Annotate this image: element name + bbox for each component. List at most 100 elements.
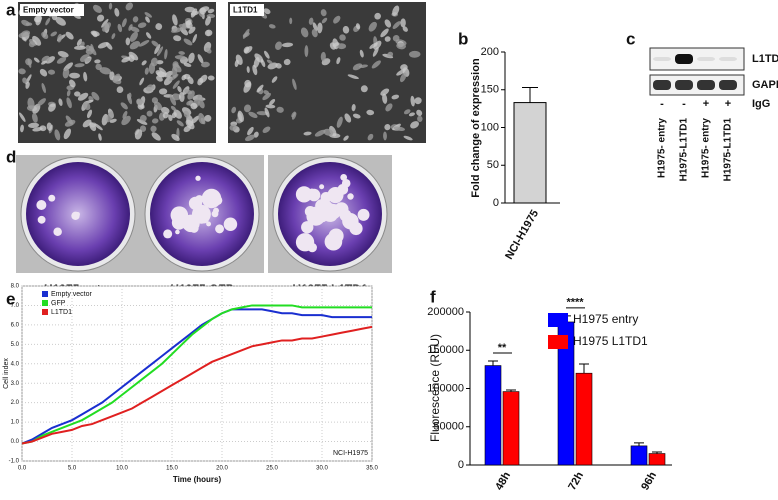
significance-label: **** [566, 297, 584, 309]
cell [229, 123, 237, 131]
cell [183, 125, 191, 133]
cell [27, 58, 32, 68]
cell [90, 43, 95, 52]
y-tick-label: 200000 [427, 306, 464, 318]
cell [171, 27, 183, 33]
cell [185, 20, 193, 29]
cell [50, 31, 57, 37]
blot-band [675, 54, 693, 64]
plate-clear-area [48, 194, 56, 202]
series-line [21, 325, 373, 445]
cell [347, 74, 359, 80]
cell [256, 84, 264, 93]
cell [183, 62, 192, 67]
plate-clear-area [301, 221, 314, 234]
plate-clear-area [295, 186, 313, 203]
cell [243, 104, 252, 113]
cell [109, 118, 117, 123]
blot-band [697, 80, 715, 90]
cell [205, 47, 212, 54]
cell [105, 42, 113, 50]
cell [253, 131, 259, 138]
blot-band [653, 80, 671, 90]
cell [136, 98, 143, 106]
cell [300, 27, 309, 38]
plate-clear-area [195, 175, 201, 181]
cell [245, 134, 255, 142]
cell [323, 128, 334, 136]
cell [83, 101, 91, 111]
cell [231, 106, 237, 114]
cell [237, 110, 244, 122]
panel-label: a [6, 0, 16, 19]
cell [333, 15, 341, 24]
band-label: L1TD1 [752, 53, 778, 65]
x-tick-label: 48h [493, 470, 513, 493]
blot-band [719, 57, 737, 61]
y-tick-label: 100000 [427, 382, 464, 394]
cell [74, 91, 81, 97]
cell [98, 133, 102, 141]
plot-area [21, 285, 373, 462]
cell [25, 81, 30, 89]
cell [95, 63, 102, 71]
cell [400, 18, 406, 28]
cell [114, 8, 120, 17]
cell [204, 114, 212, 122]
micrograph: L1TD1 [228, 2, 426, 143]
cell [28, 40, 36, 48]
x-axis-label: Time (hours) [173, 475, 222, 484]
cell [399, 72, 407, 83]
cell [410, 121, 419, 129]
cell [154, 44, 161, 55]
legend-label: Empty vector [51, 291, 93, 298]
plate-clear-area [341, 179, 351, 188]
cell [382, 93, 388, 104]
cell [139, 77, 145, 86]
cell [178, 51, 186, 55]
cell [183, 73, 191, 80]
cell [132, 16, 139, 23]
blot-band [653, 57, 671, 61]
cell [117, 23, 123, 33]
cell [391, 94, 400, 100]
cell [160, 106, 170, 114]
cell [183, 38, 193, 46]
cell [264, 50, 270, 59]
cell [321, 17, 328, 24]
cell [18, 112, 26, 122]
cell [182, 22, 187, 31]
cell [360, 85, 368, 93]
cell [37, 98, 46, 107]
cell [188, 26, 196, 34]
cell [32, 127, 43, 132]
cell [289, 17, 293, 25]
cell [33, 15, 43, 23]
cell [172, 61, 179, 68]
y-tick-label: 50000 [433, 421, 464, 433]
y-tick-label: 5.0 [11, 342, 20, 348]
cell [122, 110, 128, 119]
cell [311, 29, 318, 38]
cell [344, 113, 352, 123]
cell [27, 97, 35, 110]
cell [317, 22, 323, 34]
y-tick-label: 1.0 [11, 420, 20, 426]
cell [136, 119, 148, 125]
y-tick-label: 50 [487, 159, 499, 171]
cell [150, 125, 157, 133]
cell [28, 122, 40, 128]
bar [630, 445, 648, 466]
cell [387, 51, 394, 58]
cell [58, 98, 63, 106]
cell [416, 109, 423, 117]
cell [138, 40, 150, 47]
cell [359, 49, 364, 58]
legend-swatch [42, 309, 48, 315]
cell [63, 128, 72, 140]
igg-sign: + [703, 98, 709, 110]
y-tick-label: 200 [481, 46, 499, 58]
igg-sign: - [660, 98, 664, 110]
lane-label: H1975-L1TD1 [723, 118, 734, 182]
